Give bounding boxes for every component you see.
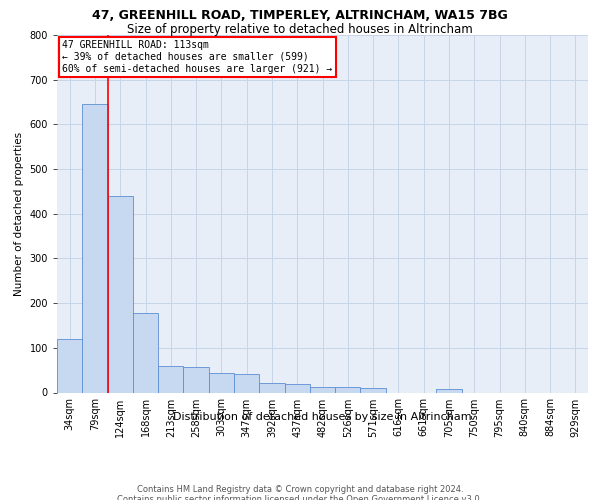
Bar <box>82 104 107 393</box>
Bar <box>259 382 284 392</box>
Bar <box>133 313 158 392</box>
Bar <box>184 367 209 392</box>
Bar <box>234 374 259 392</box>
Bar <box>209 374 234 392</box>
Y-axis label: Number of detached properties: Number of detached properties <box>14 132 24 296</box>
Text: 47, GREENHILL ROAD, TIMPERLEY, ALTRINCHAM, WA15 7BG: 47, GREENHILL ROAD, TIMPERLEY, ALTRINCHA… <box>92 9 508 22</box>
Text: 47 GREENHILL ROAD: 113sqm
← 39% of detached houses are smaller (599)
60% of semi: 47 GREENHILL ROAD: 113sqm ← 39% of detac… <box>62 40 332 74</box>
Bar <box>107 196 133 392</box>
Bar <box>310 386 335 392</box>
Bar <box>57 339 82 392</box>
Text: Distribution of detached houses by size in Altrincham: Distribution of detached houses by size … <box>173 412 472 422</box>
Bar <box>284 384 310 392</box>
Text: Contains public sector information licensed under the Open Government Licence v3: Contains public sector information licen… <box>118 495 482 500</box>
Text: Size of property relative to detached houses in Altrincham: Size of property relative to detached ho… <box>127 22 473 36</box>
Bar <box>361 388 386 392</box>
Bar <box>158 366 184 392</box>
Bar <box>335 387 361 392</box>
Bar <box>436 390 461 392</box>
Text: Contains HM Land Registry data © Crown copyright and database right 2024.: Contains HM Land Registry data © Crown c… <box>137 485 463 494</box>
